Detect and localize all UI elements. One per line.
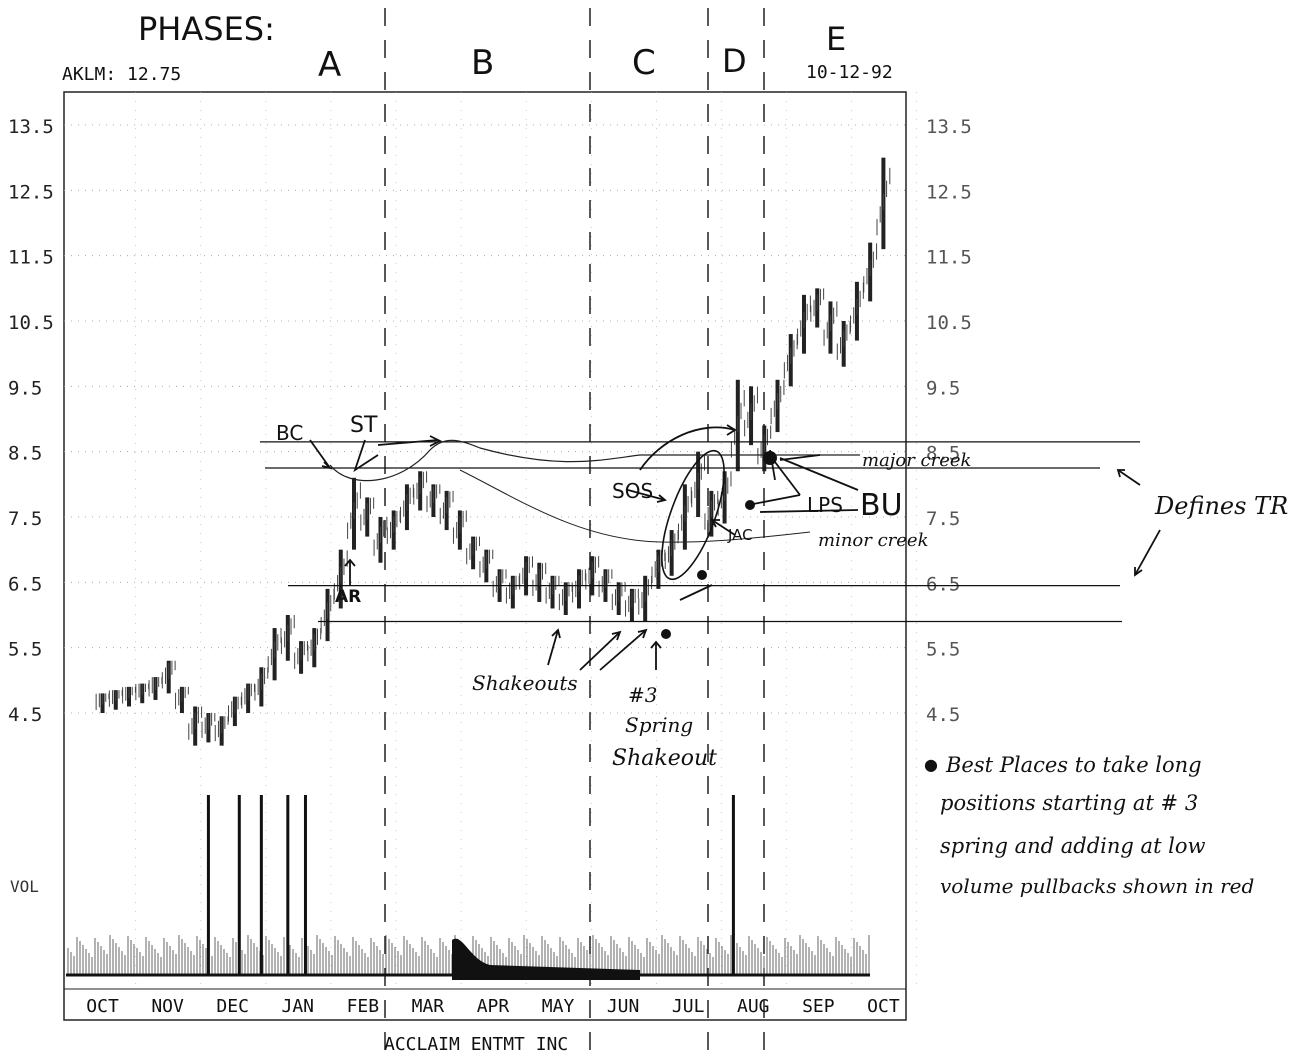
y-tick-label: 5.5: [8, 639, 42, 661]
y-tick-label-right: 11.5: [926, 247, 972, 269]
volume-spike: [237, 795, 241, 975]
y-tick-label: 6.5: [8, 573, 42, 595]
date-label: 10-12-92: [806, 62, 893, 83]
y-tick-label-right: 7.5: [926, 508, 960, 530]
entry-dots: [661, 451, 777, 639]
creek-curve: [329, 439, 860, 482]
lps-label: LPS: [807, 493, 843, 517]
y-tick-label-right: 8.5: [926, 443, 960, 465]
phase-b-label: B: [471, 43, 494, 83]
x-tick-label: OCT: [867, 996, 900, 1017]
company-label: ACCLAIM ENTMT INC: [384, 1034, 568, 1055]
y-tick-label-right: 6.5: [926, 573, 960, 595]
x-tick-label: JUN: [607, 996, 640, 1017]
volume-spike: [303, 795, 307, 975]
note-bullet: ●: [924, 755, 938, 774]
plot-frame: [63, 91, 907, 1021]
minor-creek-curve: [459, 469, 811, 543]
volume-spike: [286, 795, 290, 975]
note-line-1: Best Places to take long: [945, 753, 1202, 777]
y-tick-label-right: 13.5: [926, 116, 972, 138]
x-tick-label: JAN: [281, 996, 314, 1017]
gridlines: [64, 92, 917, 989]
y-tick-label: 7.5: [8, 508, 42, 530]
x-axis-ticks: OCT NOV DEC JAN FEB MAR APR MAY JUN JUL AUG SEP OCT: [86, 996, 900, 1017]
phase-d-label: D: [722, 42, 747, 80]
y-tick-label-right: 9.5: [926, 377, 960, 399]
entry-dot-lps-1: [697, 570, 707, 580]
y-tick-label-right: 5.5: [926, 639, 960, 661]
phases-title: PHASES:: [138, 10, 275, 48]
defines-tr-label: Defines TR: [1154, 492, 1288, 520]
note-line-2: positions starting at # 3: [940, 791, 1198, 815]
jac-label: JAC: [727, 526, 753, 544]
x-tick-label: JUL: [672, 996, 705, 1017]
volume-spike: [206, 795, 210, 975]
price-bars: [95, 157, 891, 746]
spring-number-label: #3: [628, 683, 657, 707]
major-creek-label: major creek: [862, 450, 971, 471]
x-tick-label: FEB: [347, 996, 380, 1017]
y-tick-label-right: 10.5: [926, 312, 972, 334]
volume-spike: [731, 795, 735, 975]
y-tick-label: 10.5: [8, 312, 54, 334]
low-volume-highlight: [452, 938, 640, 980]
spring-word-label: Spring: [625, 713, 693, 737]
spring-shakeout-label: Shakeout: [612, 746, 717, 771]
bc-label: BC: [276, 421, 303, 445]
phase-a-label: A: [318, 45, 341, 85]
x-tick-label: OCT: [86, 996, 119, 1017]
volume-spike: [259, 795, 263, 975]
st-label: ST: [350, 413, 378, 438]
note-line-3: spring and adding at low: [940, 834, 1206, 858]
y-tick-label: 13.5: [8, 116, 54, 138]
y-tick-label: 11.5: [8, 247, 54, 269]
x-tick-label: SEP: [802, 996, 835, 1017]
entry-dot-bu: [763, 451, 777, 465]
minor-creek-label: minor creek: [818, 530, 928, 551]
y-tick-label: 8.5: [8, 443, 42, 465]
x-tick-label: MAY: [542, 996, 575, 1017]
entry-dot-spring: [661, 629, 671, 639]
sos-label: SOS: [612, 479, 653, 503]
x-tick-label: NOV: [151, 996, 184, 1017]
volume-axis-label: VOL: [10, 877, 39, 896]
y-axis-ticks: 13.5 13.5 12.5 12.5 11.5 11.5 10.5 10.5 9.5 9.5 8.…: [8, 116, 972, 726]
x-tick-label: AUG: [737, 996, 770, 1017]
y-tick-label: 12.5: [8, 181, 54, 203]
phase-e-label: E: [826, 20, 846, 58]
ar-label: AR: [335, 587, 361, 607]
phase-c-label: C: [632, 43, 656, 83]
y-tick-label-right: 12.5: [926, 181, 972, 203]
x-tick-label: DEC: [216, 996, 249, 1017]
y-tick-label: 9.5: [8, 377, 42, 399]
y-tick-label: 4.5: [8, 704, 42, 726]
volume-bars: [66, 795, 870, 980]
x-tick-label: MAR: [412, 996, 445, 1017]
x-tick-label: APR: [477, 996, 510, 1017]
ticker-label: AKLM: 12.75: [62, 64, 181, 85]
bu-label: BU: [860, 488, 903, 523]
y-tick-label-right: 4.5: [926, 704, 960, 726]
entry-dot-lps-2: [745, 500, 755, 510]
note-line-4: volume pullbacks shown in red: [940, 874, 1254, 898]
shakeouts-label: Shakeouts: [472, 671, 578, 695]
annotation-arrows: [309, 424, 1161, 671]
phase-dividers: [384, 8, 765, 1057]
